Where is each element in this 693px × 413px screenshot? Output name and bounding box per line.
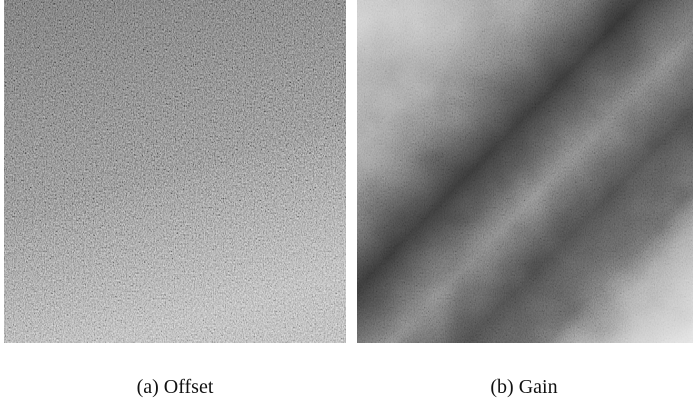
caption: (b) Gain	[490, 376, 557, 398]
caption: (a) Offset	[137, 376, 214, 398]
gain-image	[357, 0, 693, 343]
figure: (a) Offset (b) Gain	[0, 0, 693, 413]
offset-image	[4, 0, 346, 343]
